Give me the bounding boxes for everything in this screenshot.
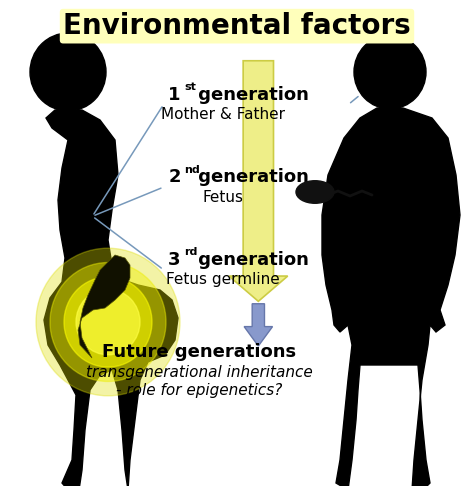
Text: st: st <box>184 82 196 92</box>
Text: nd: nd <box>184 165 200 174</box>
Polygon shape <box>78 255 130 358</box>
Text: - role for epigenetics?: - role for epigenetics? <box>116 382 283 398</box>
Text: rd: rd <box>184 247 197 257</box>
Text: 3: 3 <box>168 251 181 269</box>
Text: transgenerational inheritance: transgenerational inheritance <box>86 364 312 380</box>
Polygon shape <box>229 61 288 301</box>
Text: 2: 2 <box>168 168 181 186</box>
Polygon shape <box>322 108 460 486</box>
Circle shape <box>30 33 106 111</box>
Polygon shape <box>44 110 178 486</box>
Polygon shape <box>244 304 273 346</box>
Text: generation: generation <box>192 86 309 104</box>
Circle shape <box>36 248 180 396</box>
Circle shape <box>50 262 166 382</box>
Text: 1: 1 <box>168 86 181 104</box>
Text: Fetus: Fetus <box>202 190 243 205</box>
Ellipse shape <box>296 181 334 203</box>
Text: Future generations: Future generations <box>102 343 296 361</box>
Circle shape <box>76 289 140 355</box>
Circle shape <box>64 277 152 367</box>
Text: Environmental factors: Environmental factors <box>63 12 411 40</box>
Text: generation: generation <box>192 251 309 269</box>
Text: generation: generation <box>192 168 309 186</box>
Circle shape <box>354 35 426 109</box>
Text: Mother & Father: Mother & Father <box>161 107 285 122</box>
Text: Fetus germline: Fetus germline <box>166 272 280 287</box>
